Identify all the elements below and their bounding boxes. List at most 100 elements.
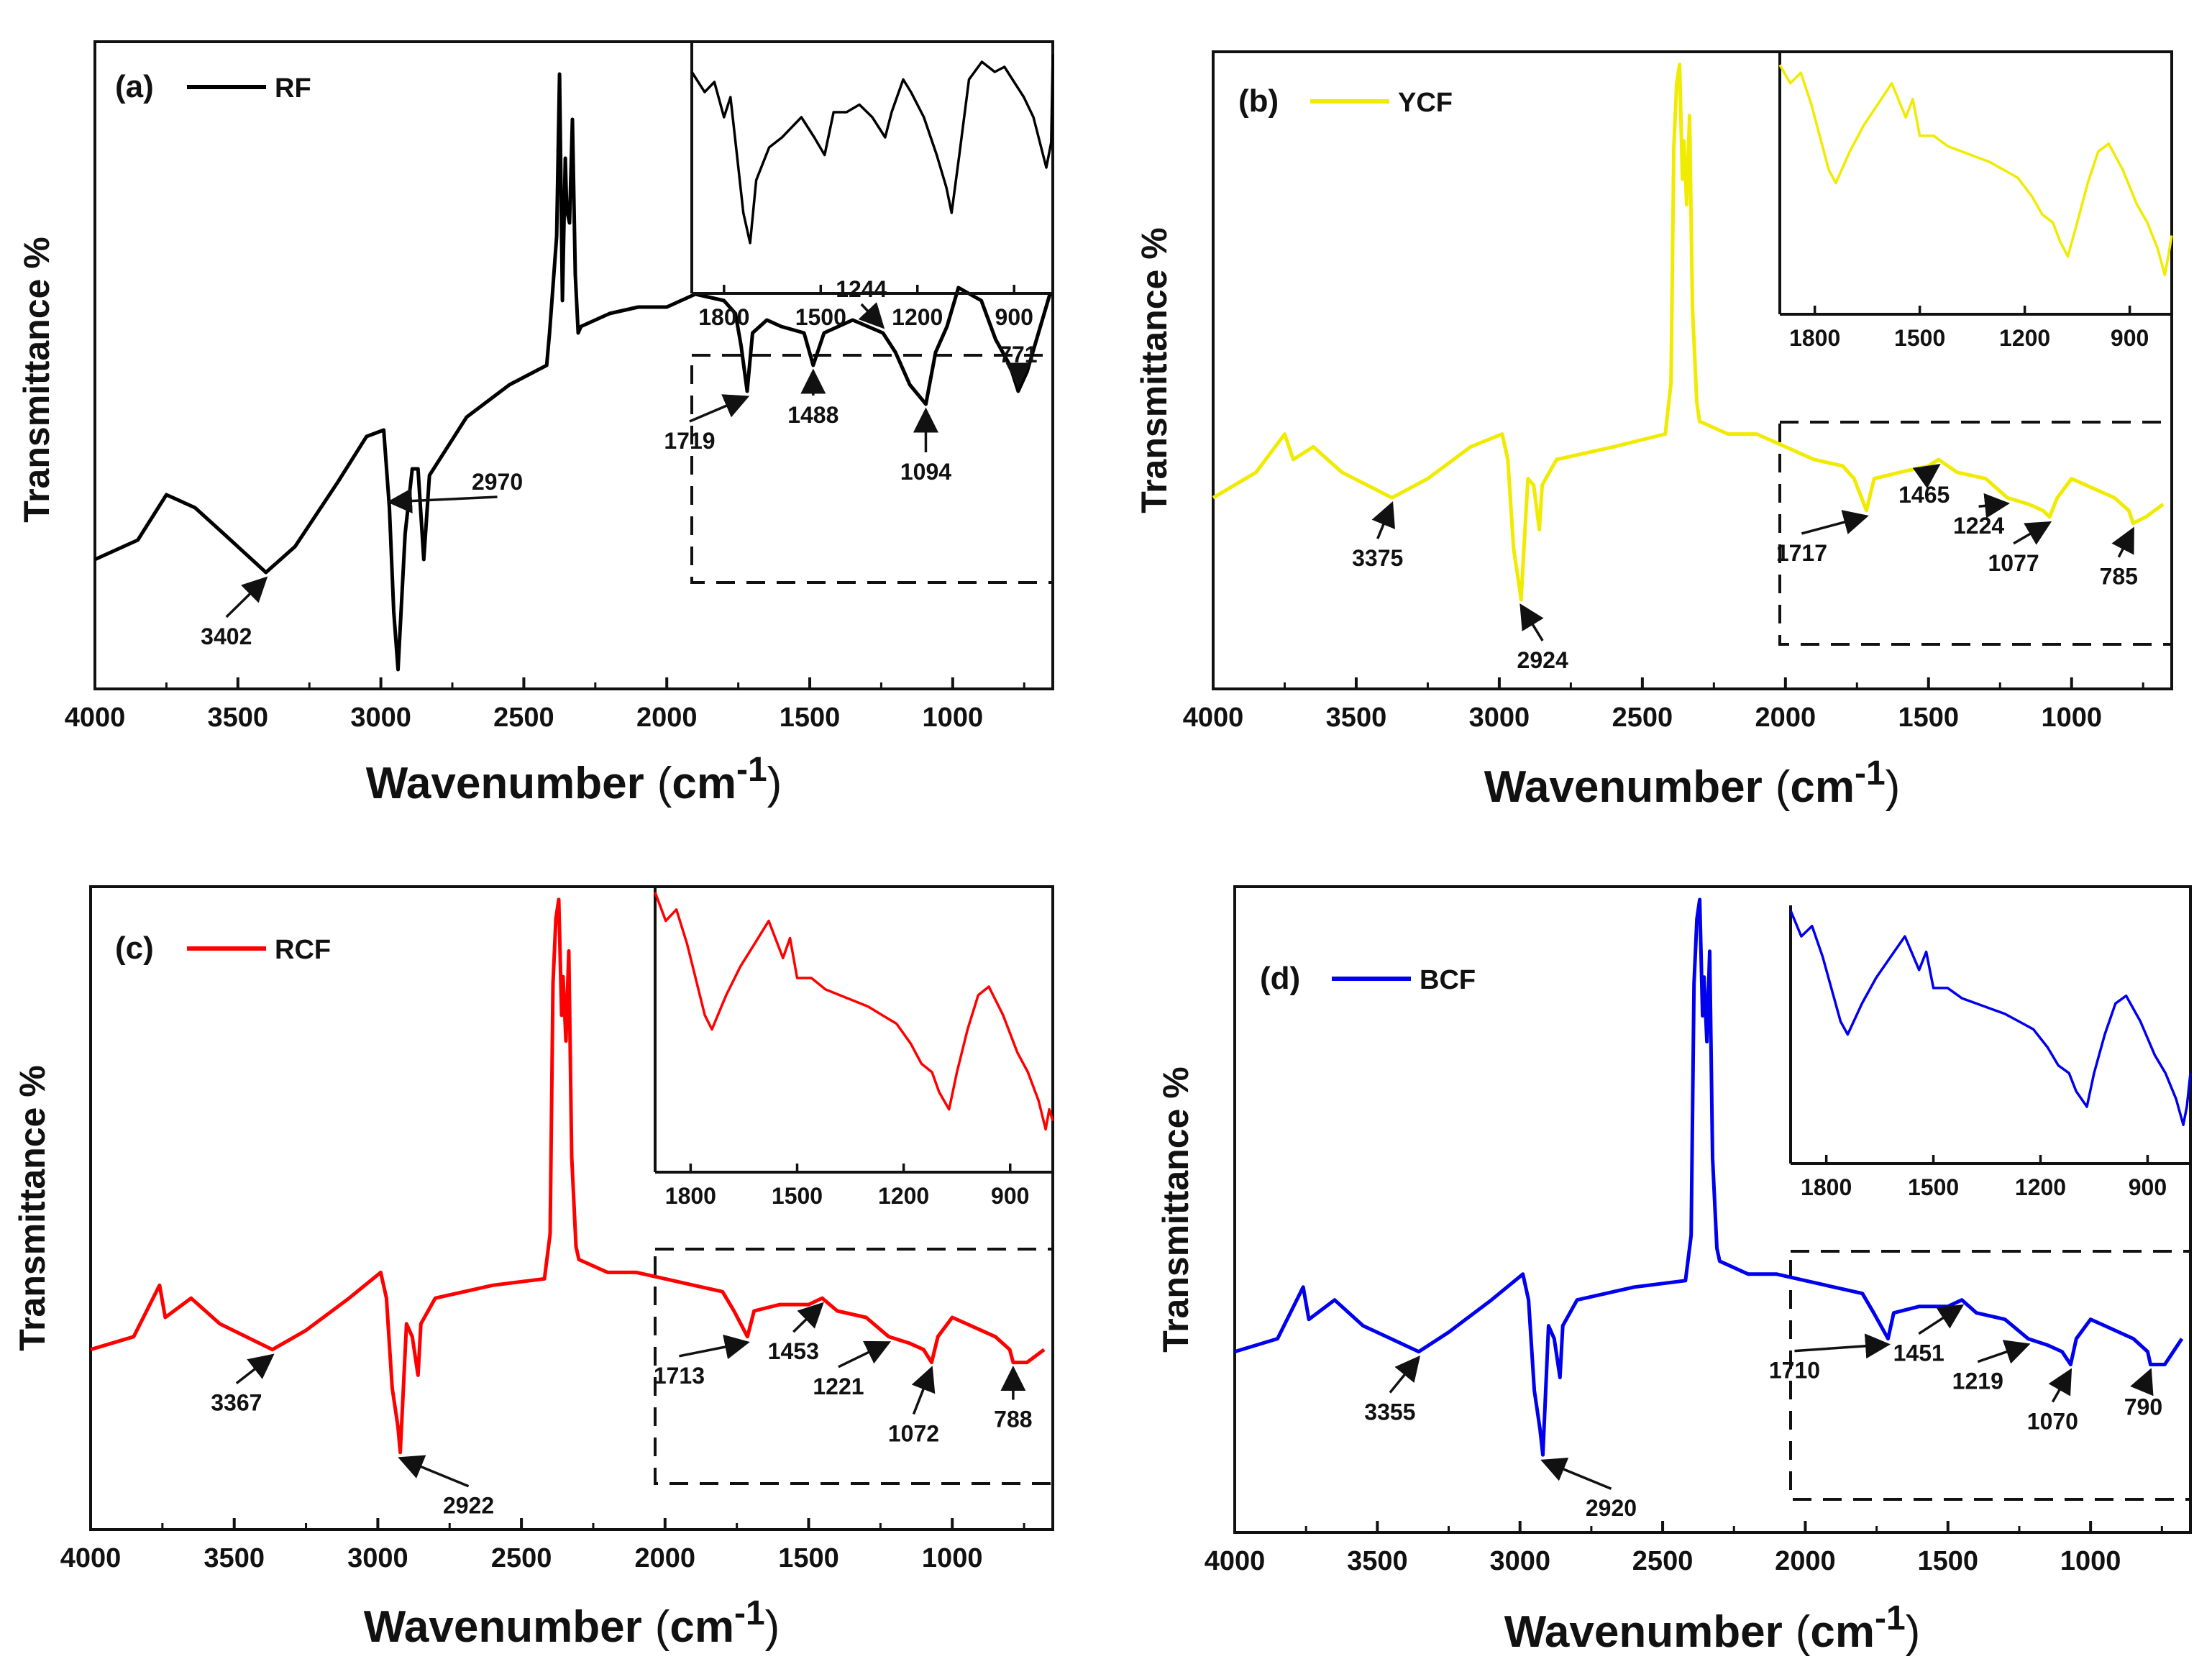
annotation-label: 2920: [1586, 1495, 1637, 1521]
panel-label: (d): [1260, 961, 1300, 996]
annotation-arrow: [1540, 1458, 1612, 1490]
annotation-arrow: [225, 576, 268, 618]
annotation-label: 788: [994, 1407, 1032, 1432]
x-tick-label: 4000: [65, 703, 126, 733]
x-axis-label-part: cm: [669, 1602, 734, 1652]
x-tick-label: 2500: [1612, 703, 1673, 733]
legend-label: RF: [275, 73, 311, 104]
series-line-BCF: [1234, 897, 2184, 1457]
annotation-label: 1451: [1893, 1340, 1944, 1366]
annotation-arrow: [235, 1353, 275, 1385]
annotation-label: 3402: [201, 623, 252, 649]
zoom-region-box: [690, 354, 1054, 584]
annotation-arrow: [1918, 1304, 1965, 1335]
inset-tick-label: 900: [2129, 1174, 2167, 1200]
annotation-label: 1077: [1988, 550, 2039, 576]
panel-label: (a): [115, 69, 154, 104]
annotation-label: 2924: [1517, 647, 1568, 673]
annotation-label: 2922: [443, 1493, 494, 1519]
annotation-arrow: [911, 1366, 936, 1415]
x-tick-label: 2500: [1632, 1546, 1694, 1576]
annotation-label: 3355: [1364, 1399, 1415, 1425]
y-axis-label: Transmittance %: [1134, 227, 1174, 513]
annotation-label: 1094: [900, 459, 951, 485]
x-axis-label-part: Wavenumber: [1504, 1607, 1783, 1657]
x-tick-label: 3000: [347, 1543, 408, 1573]
annotation-arrow: [2013, 521, 2052, 545]
x-axis-label-part: -1: [734, 1594, 765, 1632]
legend-label: BCF: [1420, 965, 1476, 995]
x-tick-label: 3500: [1347, 1546, 1408, 1576]
x-tick-label: 2000: [1775, 1546, 1836, 1576]
inset-tick-label: 1500: [1908, 1174, 1959, 1200]
x-tick-label: 1000: [2060, 1546, 2121, 1576]
annotation-label: 1488: [787, 402, 838, 428]
annotation-label: 1244: [836, 276, 887, 302]
x-axis-label-part: -1: [1875, 1599, 1906, 1637]
x-axis-label-part: ): [1886, 762, 1901, 812]
annotation-arrow: [2130, 1368, 2154, 1397]
annotation-label: 1465: [1898, 482, 1950, 508]
annotation-arrow: [792, 1302, 824, 1333]
annotation-arrow: [1519, 603, 1544, 641]
annotation-arrow: [2048, 1368, 2072, 1403]
zoom-region-box: [654, 1248, 1054, 1485]
x-axis-label-part: cm: [1810, 1607, 1875, 1657]
annotation-label: 3375: [1352, 545, 1403, 571]
x-tick-label: 3000: [1489, 1546, 1550, 1576]
panel-d: 4000 3500 3000 2500 2000 1500 1000 Wavenumber (c…: [1156, 885, 2192, 1657]
annotation-arrow: [858, 302, 885, 329]
x-tick-label: 4000: [60, 1543, 122, 1573]
inset-tick-label: 1200: [878, 1183, 929, 1209]
annotation-arrow: [1801, 510, 1869, 535]
annotation-label: 1219: [1952, 1368, 2003, 1394]
x-axis-label-part: ): [765, 1602, 780, 1652]
inset-tick-label: 1800: [698, 304, 749, 330]
y-axis-label: Transmittance %: [1156, 1066, 1196, 1352]
inset-tick-label: 900: [2111, 325, 2149, 351]
legend-label: YCF: [1398, 88, 1453, 118]
annotation-arrow: [679, 1334, 750, 1360]
inset-tick-label: 1200: [1999, 325, 2050, 351]
annotation-label: 785: [2100, 564, 2138, 590]
y-axis-label: Transmittance %: [12, 1065, 52, 1350]
plot-frame: [1233, 885, 2192, 1534]
zoom-region-box: [1789, 1250, 2192, 1501]
x-tick-label: 1500: [778, 1543, 839, 1573]
x-tick-label: 3000: [350, 703, 411, 733]
annotation-label: 1713: [654, 1363, 705, 1389]
x-tick-label: 2000: [636, 703, 698, 733]
annotation-label: 1453: [768, 1338, 819, 1364]
annotation-arrow: [1389, 1355, 1421, 1394]
annotation-arrow: [1371, 501, 1395, 539]
annotation-label: 1719: [664, 428, 715, 454]
x-tick-label: 1000: [922, 1543, 983, 1573]
x-tick-label: 4000: [1205, 1546, 1266, 1576]
panel-b: 4000 3500 3000 2500 2000 1500 1000 Wavenumber (c…: [1134, 50, 2173, 812]
plot-frame: [1212, 50, 2173, 690]
annotation-arrow: [838, 1340, 892, 1368]
inset-series-line: [1789, 910, 2192, 1126]
inset-tick-label: 1800: [1789, 325, 1840, 351]
inset-tick-label: 1500: [1894, 325, 1945, 351]
x-tick-label: 4000: [1183, 703, 1244, 733]
annotation-arrow: [1978, 493, 2011, 518]
x-tick-label: 2500: [491, 1543, 552, 1573]
series-line-YCF: [1212, 63, 2165, 602]
x-axis-label-part: cm: [1790, 762, 1855, 812]
x-axis-label-part: cm: [672, 759, 736, 808]
annotation-label: 1070: [2027, 1409, 2078, 1435]
x-axis-label-part: (: [1796, 1607, 1811, 1657]
x-axis-label-part: Wavenumber: [364, 1602, 642, 1652]
inset-tick-label: 900: [995, 304, 1033, 330]
x-tick-label: 1500: [1918, 1546, 1979, 1576]
zoom-region-box: [1778, 421, 2173, 646]
annotation-arrow: [398, 1455, 470, 1488]
annotation-arrow: [1977, 1340, 2031, 1364]
annotation-label: 1717: [1776, 540, 1827, 566]
x-tick-label: 3000: [1469, 703, 1530, 733]
panel-label: (b): [1238, 83, 1279, 119]
inset-tick-label: 1800: [1801, 1174, 1852, 1200]
inset-series-line: [654, 892, 1054, 1131]
